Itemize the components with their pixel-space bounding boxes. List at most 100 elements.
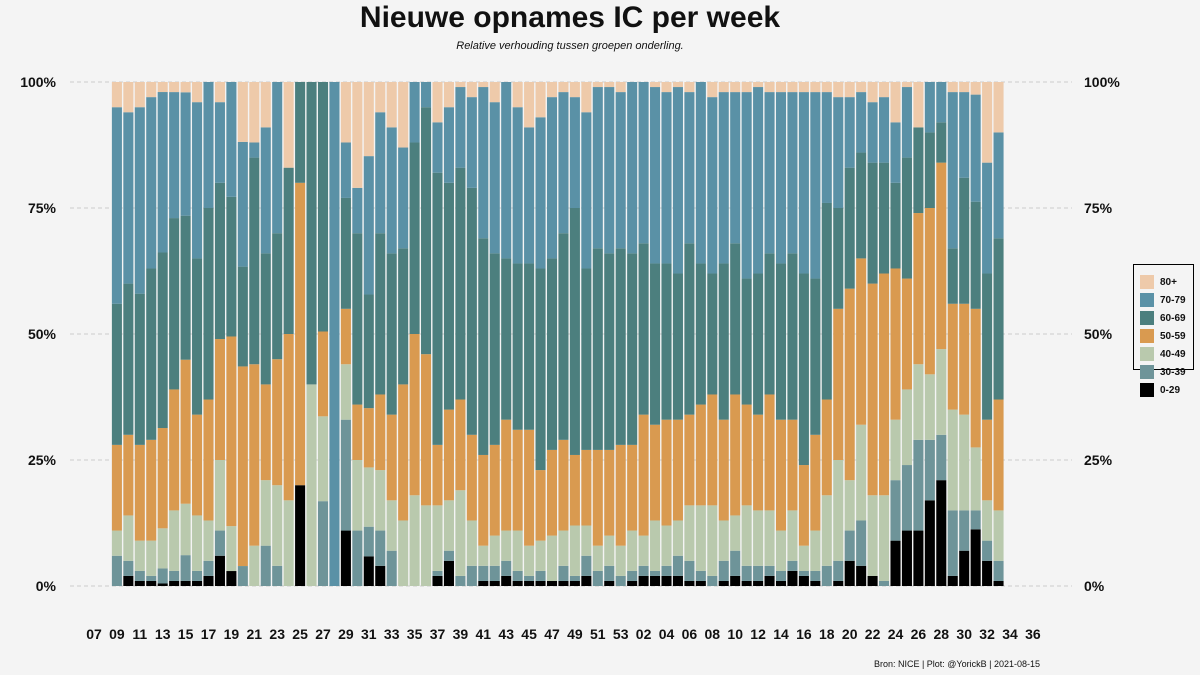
bar-segment-40-49 — [947, 409, 958, 511]
bar-segment-30-39 — [478, 565, 489, 581]
bar-segment-80+ — [615, 82, 626, 93]
bar-segment-70-79 — [272, 82, 283, 234]
bar-segment-50-59 — [993, 399, 1004, 511]
bar-segment-70-79 — [123, 112, 134, 284]
bar-segment-50-59 — [157, 428, 168, 529]
bar-segment-50-59 — [226, 336, 237, 527]
bar-segment-70-79 — [203, 82, 214, 208]
bar-segment-0-29 — [604, 580, 615, 586]
bar-segment-40-49 — [970, 447, 981, 511]
bar-segment-50-59 — [753, 414, 764, 511]
legend-label: 80+ — [1160, 276, 1177, 288]
bar-segment-30-39 — [340, 419, 351, 531]
bar-segment-0-29 — [512, 580, 523, 586]
bar-segment-60-69 — [146, 268, 157, 440]
bar-segment-70-79 — [890, 122, 901, 183]
bar-segment-70-79 — [409, 82, 420, 143]
bar-segment-50-59 — [192, 414, 203, 516]
bar-segment-50-59 — [959, 303, 970, 415]
bar-segment-40-49 — [936, 349, 947, 435]
bar-segment-40-49 — [901, 389, 912, 466]
bar-segment-70-79 — [478, 87, 489, 239]
bar-segment-70-79 — [867, 102, 878, 163]
bar-segment-60-69 — [432, 172, 443, 445]
bar-segment-50-59 — [123, 434, 134, 516]
bar-segment-0-29 — [661, 575, 672, 586]
bar-segment-50-59 — [546, 449, 558, 536]
bar-segment-60-69 — [569, 208, 580, 455]
bar-segment-0-29 — [936, 480, 947, 586]
bar-segment-70-79 — [260, 127, 271, 254]
bar-segment-50-59 — [730, 394, 741, 516]
bar-segment-60-69 — [741, 278, 752, 405]
bar-segment-0-29 — [546, 580, 558, 586]
bar-segment-40-49 — [249, 545, 260, 586]
bar-segment-30-39 — [180, 555, 191, 581]
bar-segment-60-69 — [695, 263, 706, 405]
bar-segment-40-49 — [443, 500, 454, 551]
x-tick-label: 36 — [1025, 626, 1041, 642]
bar-segment-60-69 — [455, 167, 466, 400]
bar-segment-80+ — [970, 82, 981, 95]
bar-segment-60-69 — [272, 233, 283, 360]
bar-segment-0-29 — [203, 575, 214, 586]
bar-segment-0-29 — [123, 575, 134, 586]
bar-segment-80+ — [867, 82, 878, 103]
bar-segment-70-79 — [856, 92, 867, 153]
bar-segment-50-59 — [432, 444, 443, 506]
bar-segment-40-49 — [283, 500, 294, 586]
bar-segment-40-49 — [718, 520, 729, 561]
bar-segment-60-69 — [398, 248, 409, 385]
bar-segment-60-69 — [226, 196, 237, 337]
bar-segment-30-39 — [753, 565, 764, 581]
x-tick-label: 13 — [155, 626, 171, 642]
bar-segment-0-29 — [581, 575, 592, 586]
x-tick-label: 41 — [476, 626, 492, 642]
bar-segment-40-49 — [833, 460, 844, 561]
bar-segment-50-59 — [409, 334, 420, 496]
x-tick-label: 39 — [453, 626, 469, 642]
bar-segment-40-49 — [661, 525, 672, 566]
bar-segment-30-39 — [730, 550, 741, 576]
x-tick-label: 53 — [613, 626, 629, 642]
bar-segment-30-39 — [947, 510, 958, 576]
bar-segment-80+ — [844, 82, 855, 98]
bar-segment-80+ — [947, 82, 958, 93]
bar-segment-80+ — [237, 82, 248, 142]
bar-segment-60-69 — [947, 248, 958, 304]
bar-segment-40-49 — [398, 520, 409, 586]
bar-segment-70-79 — [363, 156, 374, 295]
bar-segment-60-69 — [982, 273, 993, 420]
bar-segment-80+ — [443, 82, 454, 108]
bar-segment-70-79 — [741, 92, 752, 279]
bar-segment-60-69 — [879, 162, 890, 274]
bar-segment-0-29 — [787, 570, 798, 586]
bar-segment-50-59 — [581, 449, 592, 526]
bar-segment-40-49 — [695, 505, 706, 571]
bar-segment-70-79 — [421, 82, 432, 108]
bar-segment-60-69 — [111, 303, 122, 445]
bar-segment-60-69 — [340, 197, 351, 309]
bar-segment-70-79 — [249, 142, 260, 158]
bar-segment-30-39 — [524, 575, 535, 581]
bar-segment-60-69 — [901, 157, 912, 279]
bar-segment-50-59 — [524, 429, 535, 546]
bar-segment-70-79 — [375, 112, 386, 234]
bar-segment-70-79 — [214, 102, 225, 183]
bar-segment-50-59 — [352, 404, 363, 460]
bar-segment-80+ — [569, 82, 580, 98]
y-tick-label-right: 25% — [1084, 452, 1113, 468]
x-tick-label: 27 — [315, 626, 331, 642]
bar-segment-60-69 — [844, 167, 855, 289]
bar-segment-70-79 — [546, 97, 558, 259]
bar-segment-30-39 — [627, 570, 638, 581]
bar-segment-70-79 — [821, 92, 832, 203]
bar-segment-50-59 — [638, 414, 649, 536]
bar-segment-30-39 — [901, 465, 912, 531]
bar-segment-50-59 — [398, 384, 409, 521]
bar-segment-30-39 — [833, 560, 844, 581]
legend-swatch — [1140, 365, 1154, 379]
y-tick-label-left: 50% — [28, 326, 57, 342]
bar-segment-70-79 — [535, 117, 546, 269]
bar-segment-60-69 — [317, 82, 329, 332]
